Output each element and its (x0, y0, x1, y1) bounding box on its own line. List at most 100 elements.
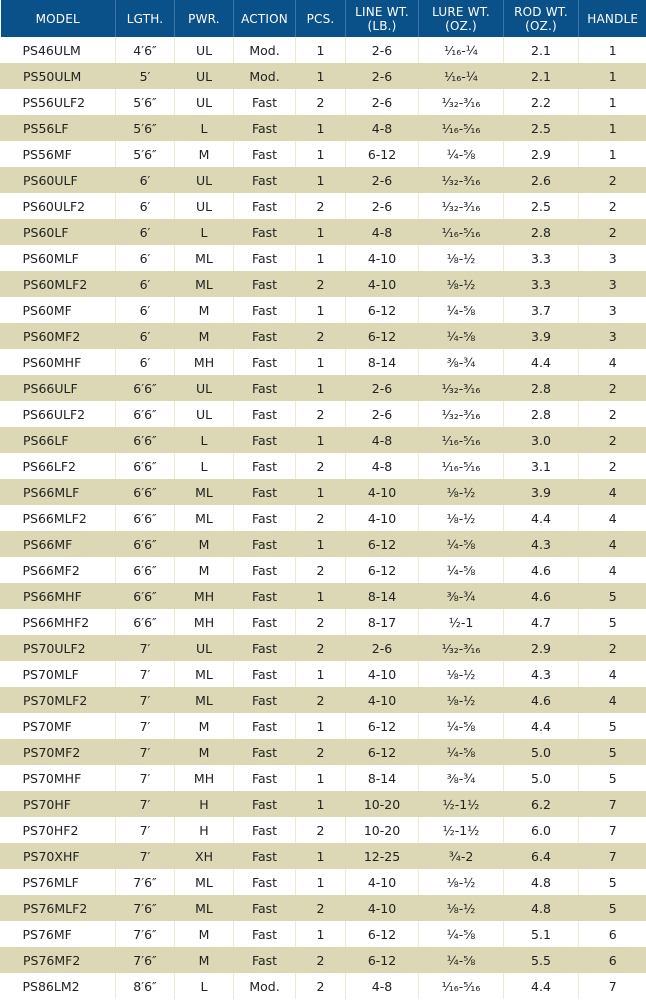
cell-line-weight: 2-6 (345, 167, 419, 193)
cell-lure-weight: ¾-2 (418, 843, 504, 869)
cell-rod-weight: 3.3 (503, 245, 579, 271)
cell-lure-weight: ⅜-¾ (418, 765, 504, 791)
cell-handle: 4 (578, 349, 646, 375)
cell-rod-weight: 2.9 (503, 141, 579, 167)
cell-pieces: 1 (295, 167, 346, 193)
cell-model: PS66MHF (0, 583, 116, 609)
table-row: PS66MLF 6′6″ ML Fast 1 4-10 ⅛-½ 3.9 4 (0, 479, 646, 505)
table-row: PS70MHF 7′ MH Fast 1 8-14 ⅜-¾ 5.0 5 (1, 765, 646, 791)
cell-model: PS60MLF (22, 250, 79, 266)
cell-pieces: 1 (295, 713, 346, 739)
table-row: PS76MF 7′6″ M Fast 1 6-12 ¼-⅝ 5.1 6 (1, 921, 646, 947)
cell-rod-weight: 4.4 (503, 505, 579, 531)
cell-lure-weight: ¼-⅝ (418, 141, 504, 167)
cell-action: Fast (233, 141, 296, 167)
cell-lure-weight: ⅛-½ (418, 505, 504, 531)
cell-pieces: 2 (295, 453, 346, 479)
cell-pieces: 1 (295, 297, 346, 323)
cell-lure-weight: ⅛-½ (418, 479, 504, 505)
cell-pieces: 1 (295, 349, 346, 375)
cell-length: 7′ (115, 687, 175, 713)
cell-rod-weight: 4.6 (503, 687, 579, 713)
cell-pieces: 1 (295, 791, 346, 817)
cell-model: PS76MLF2 (0, 895, 116, 921)
cell-line-weight: 2-6 (345, 635, 419, 661)
cell-lure-weight: ¹⁄₁₆-⁵⁄₁₆ (418, 973, 504, 999)
cell-pieces: 2 (295, 401, 346, 427)
cell-line-weight: 6-12 (345, 739, 419, 765)
cell-power: H (174, 817, 234, 843)
cell-action: Fast (233, 713, 296, 739)
cell-lure-weight: ¹⁄₃₂-³⁄₁₆ (418, 89, 504, 115)
cell-lure-weight: ¹⁄₁₆-⁵⁄₁₆ (418, 427, 504, 453)
table-row: PS66MLF2 6′6″ ML Fast 2 4-10 ⅛-½ 4.4 4 (1, 505, 646, 531)
cell-action: Fast (233, 921, 296, 947)
cell-handle: 5 (578, 739, 646, 765)
cell-pieces: 2 (295, 609, 346, 635)
cell-power: MH (174, 765, 234, 791)
column-header-line-weight: LINE WT. (LB.) (345, 0, 419, 37)
table-row: PS60MLF 6′ ML Fast 1 4-10 ⅛-½ 3.3 3 (1, 245, 646, 271)
cell-handle: 1 (578, 115, 646, 141)
cell-lure-weight: ¹⁄₃₂-³⁄₁₆ (418, 167, 504, 193)
cell-action: Fast (233, 661, 296, 687)
cell-pieces: 1 (295, 219, 346, 245)
cell-length: 7′6″ (115, 869, 175, 895)
cell-length: 6′ (115, 271, 175, 297)
cell-model: PS70MHF (22, 770, 82, 786)
cell-action: Fast (233, 167, 296, 193)
table-row: PS60ULF 6′ UL Fast 1 2-6 ¹⁄₃₂-³⁄₁₆ 2.6 2 (0, 167, 646, 193)
table-row: PS66ULF2 6′6″ UL Fast 2 2-6 ¹⁄₃₂-³⁄₁₆ 2.8 2 (1, 401, 646, 427)
table-row: PS66LF2 6′6″ L Fast 2 4-8 ¹⁄₁₆-⁵⁄₁₆ 3.1 2 (1, 453, 646, 479)
cell-model: PS66MLF2 (22, 510, 87, 526)
column-header-action: ACTION (233, 0, 296, 37)
cell-handle: 5 (578, 609, 646, 635)
cell-power: MH (174, 583, 234, 609)
cell-power: ML (174, 687, 234, 713)
cell-rod-weight: 4.6 (503, 583, 579, 609)
cell-action: Fast (233, 115, 296, 141)
cell-handle: 3 (578, 271, 646, 297)
cell-action: Fast (233, 401, 296, 427)
cell-lure-weight: ⅛-½ (418, 687, 504, 713)
cell-handle: 2 (578, 193, 646, 219)
cell-length: 6′ (115, 219, 175, 245)
cell-line-weight: 6-12 (345, 947, 419, 973)
cell-length: 5′6″ (115, 141, 175, 167)
table-row: PS66MF2 6′6″ M Fast 2 6-12 ¼-⅝ 4.6 4 (1, 557, 646, 583)
cell-length: 6′ (115, 297, 175, 323)
cell-power: M (174, 713, 234, 739)
cell-model: PS60LF (0, 219, 116, 245)
cell-pieces: 1 (295, 245, 346, 271)
cell-length: 6′ (115, 245, 175, 271)
cell-line-weight: 4-10 (345, 895, 419, 921)
cell-rod-weight: 4.4 (503, 349, 579, 375)
cell-handle: 7 (578, 843, 646, 869)
cell-handle: 3 (578, 297, 646, 323)
cell-power: L (174, 973, 234, 999)
table-row: PS70HF2 7′ H Fast 2 10-20 ½-1½ 6.0 7 (1, 817, 646, 843)
cell-line-weight: 6-12 (345, 713, 419, 739)
cell-line-weight: 4-8 (345, 427, 419, 453)
table-row: PS76MF2 7′6″ M Fast 2 6-12 ¼-⅝ 5.5 6 (0, 947, 646, 973)
cell-rod-weight: 4.3 (503, 661, 579, 687)
table-row: PS86LM2 8′6″ L Mod. 2 4-8 ¹⁄₁₆-⁵⁄₁₆ 4.4 7 (1, 973, 646, 999)
cell-line-weight: 4-8 (345, 115, 419, 141)
table-row: PS70ULF2 7′ UL Fast 2 2-6 ¹⁄₃₂-³⁄₁₆ 2.9 2 (0, 635, 646, 661)
cell-model: PS70HF (0, 791, 116, 817)
cell-pieces: 2 (295, 635, 346, 661)
column-header-length: LGTH. (115, 0, 175, 37)
cell-length: 6′ (115, 193, 175, 219)
cell-model: PS60ULF2 (22, 198, 86, 214)
cell-power: M (174, 921, 234, 947)
column-header-model: MODEL (0, 0, 116, 37)
cell-power: UL (174, 635, 234, 661)
cell-line-weight: 6-12 (345, 141, 419, 167)
cell-action: Fast (233, 557, 296, 583)
cell-rod-weight: 5.1 (503, 921, 579, 947)
cell-rod-weight: 2.1 (503, 63, 579, 89)
cell-rod-weight: 3.1 (503, 453, 579, 479)
cell-pieces: 1 (295, 427, 346, 453)
cell-power: MH (174, 349, 234, 375)
cell-length: 5′6″ (115, 115, 175, 141)
